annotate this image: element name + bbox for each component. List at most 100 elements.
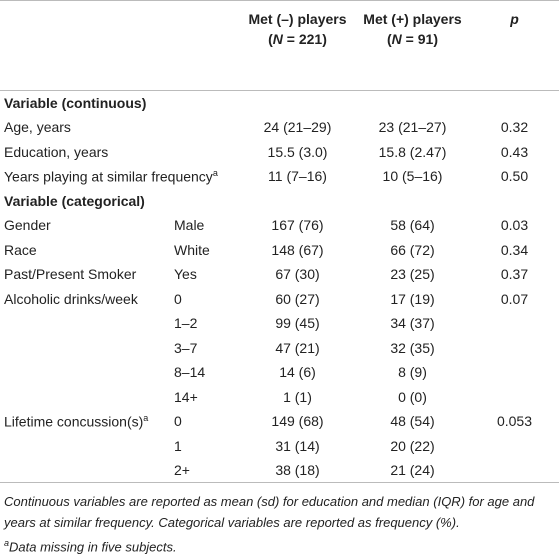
value-cell xyxy=(470,385,559,410)
table-row: Past/Present Smoker Yes 67 (30) 23 (25) 0.37 xyxy=(0,262,559,287)
table-row: Variable (categorical) xyxy=(0,189,559,214)
level-text: Yes xyxy=(174,266,197,283)
table-row: Race White 148 (67) 66 (72) 0.34 xyxy=(0,238,559,263)
header-cell xyxy=(0,1,170,91)
value-cell: 11 (7–16) xyxy=(240,164,355,189)
footnote-text: Data missing in five subjects. xyxy=(9,539,177,555)
value-cell: 17 (19) xyxy=(355,287,470,312)
level-cell: White xyxy=(170,238,240,263)
variable-cell xyxy=(0,360,170,385)
value-text: 10 (5–16) xyxy=(382,168,443,185)
header-cell: Met (–) players (N = 221) xyxy=(240,1,355,91)
value-cell xyxy=(470,434,559,459)
value-text: 99 (45) xyxy=(275,315,320,332)
table-row: Lifetime concussion(s)a 0 149 (68) 48 (54) 0… xyxy=(0,409,559,434)
value-cell: 21 (24) xyxy=(355,458,470,483)
value-cell: 167 (76) xyxy=(240,213,355,238)
variable-text: Gender xyxy=(4,217,51,234)
variable-cell: Race xyxy=(0,238,170,263)
level-cell: Yes xyxy=(170,262,240,287)
value-text: 15.5 (3.0) xyxy=(267,143,328,160)
value-cell: 58 (64) xyxy=(355,213,470,238)
level-text: White xyxy=(174,241,210,258)
value-cell: 38 (18) xyxy=(240,458,355,483)
value-text: 0.03 xyxy=(500,217,529,234)
value-text: 149 (68) xyxy=(271,413,324,430)
level-text: 3–7 xyxy=(174,339,198,356)
value-cell: 14 (6) xyxy=(240,360,355,385)
value-text: 66 (72) xyxy=(390,241,435,258)
value-cell: 47 (21) xyxy=(240,336,355,361)
value-text: 167 (76) xyxy=(271,217,324,234)
superscript: a xyxy=(143,412,149,423)
variable-text: Education, years xyxy=(4,143,109,160)
value-cell xyxy=(470,336,559,361)
table-row: 1 31 (14) 20 (22) xyxy=(0,434,559,459)
value-text: 60 (27) xyxy=(275,290,320,307)
value-cell: 0.07 xyxy=(470,287,559,312)
value-cell: 8 (9) xyxy=(355,360,470,385)
variable-cell xyxy=(0,434,170,459)
value-text: 0.07 xyxy=(500,290,529,307)
level-cell: 1 xyxy=(170,434,240,459)
value-cell: 149 (68) xyxy=(240,409,355,434)
value-cell: 48 (54) xyxy=(355,409,470,434)
value-cell: 60 (27) xyxy=(240,287,355,312)
variable-cell: Alcoholic drinks/week xyxy=(0,287,170,312)
variable-text: Past/Present Smoker xyxy=(4,266,137,283)
value-cell: 10 (5–16) xyxy=(355,164,470,189)
header-cell: p xyxy=(470,1,559,91)
level-text: 2+ xyxy=(174,462,190,478)
value-text: 0.32 xyxy=(500,119,529,136)
value-cell: 23 (21–27) xyxy=(355,115,470,140)
value-text: 48 (54) xyxy=(390,413,435,430)
level-text: Male xyxy=(174,217,205,234)
value-cell xyxy=(470,311,559,336)
header-text: = 221) xyxy=(282,31,327,47)
value-text: 21 (24) xyxy=(390,462,435,478)
value-text: 0 (0) xyxy=(398,388,427,405)
variable-text: Lifetime concussion(s) xyxy=(4,413,144,430)
variable-text: Alcoholic drinks/week xyxy=(4,290,138,307)
variable-cell: Lifetime concussion(s)a xyxy=(0,409,170,434)
table-row: Years playing at similar frequencya 11 (7… xyxy=(0,164,559,189)
table-body: Variable (continuous) Age, years 24 (21–29… xyxy=(0,91,559,483)
level-text: 1–2 xyxy=(174,315,198,332)
table-row: 14+ 1 (1) 0 (0) xyxy=(0,385,559,410)
footnote: Continuous variables are reported as mea… xyxy=(4,494,535,530)
value-cell: 99 (45) xyxy=(240,311,355,336)
value-cell: 0.053 xyxy=(470,409,559,434)
value-cell: 0 (0) xyxy=(355,385,470,410)
value-cell xyxy=(470,360,559,385)
value-text: 58 (64) xyxy=(390,217,435,234)
variable-cell: Age, years xyxy=(0,115,170,140)
level-cell: 1–2 xyxy=(170,311,240,336)
variable-text: Race xyxy=(4,241,37,258)
level-text: 0 xyxy=(174,290,182,307)
value-text: 38 (18) xyxy=(275,462,320,478)
level-cell xyxy=(170,140,240,165)
table-row: Education, years 15.5 (3.0) 15.8 (2.47) 0.4… xyxy=(0,140,559,165)
level-cell: Male xyxy=(170,213,240,238)
table-row: Age, years 24 (21–29) 23 (21–27) 0.32 xyxy=(0,115,559,140)
table-row: 2+ 38 (18) 21 (24) xyxy=(0,458,559,483)
value-text: 23 (21–27) xyxy=(378,119,447,136)
header-italic: N xyxy=(391,31,402,47)
value-text: 148 (67) xyxy=(271,241,324,258)
variable-cell: Education, years xyxy=(0,140,170,165)
section-label: Variable (continuous) xyxy=(4,95,147,111)
variable-text: Age, years xyxy=(4,119,71,136)
value-text: 0.50 xyxy=(500,168,529,185)
level-cell: 3–7 xyxy=(170,336,240,361)
table-row: Gender Male 167 (76) 58 (64) 0.03 xyxy=(0,213,559,238)
value-text: 0.053 xyxy=(496,413,533,430)
value-text: 20 (22) xyxy=(390,437,435,454)
variable-cell: Years playing at similar frequencya xyxy=(0,164,218,189)
header-row: Met (–) players (N = 221) Met (+) players… xyxy=(0,0,559,91)
value-text: 15.8 (2.47) xyxy=(378,143,447,160)
level-cell xyxy=(170,115,240,140)
level-text: 14+ xyxy=(174,388,198,405)
value-text: 31 (14) xyxy=(275,437,320,454)
level-cell: 14+ xyxy=(170,385,240,410)
value-text: 11 (7–16) xyxy=(268,168,327,185)
